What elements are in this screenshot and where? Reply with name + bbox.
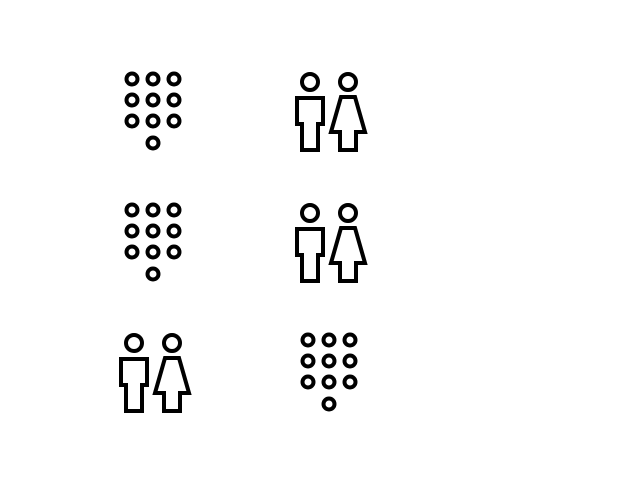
restroom-icon-graphic xyxy=(295,72,368,152)
restroom-icon-graphic xyxy=(119,333,192,413)
keypad-icon-graphic xyxy=(300,332,358,412)
keypad-icon-graphic xyxy=(124,202,182,282)
keypad-icon[interactable] xyxy=(287,329,371,419)
restroom-icon[interactable] xyxy=(112,329,196,419)
restroom-icon[interactable] xyxy=(288,68,372,158)
keypad-icon-graphic xyxy=(124,71,182,151)
keypad-icon[interactable] xyxy=(111,199,195,289)
restroom-icon-graphic xyxy=(295,203,368,283)
restroom-icon[interactable] xyxy=(288,199,372,289)
keypad-icon[interactable] xyxy=(111,68,195,158)
